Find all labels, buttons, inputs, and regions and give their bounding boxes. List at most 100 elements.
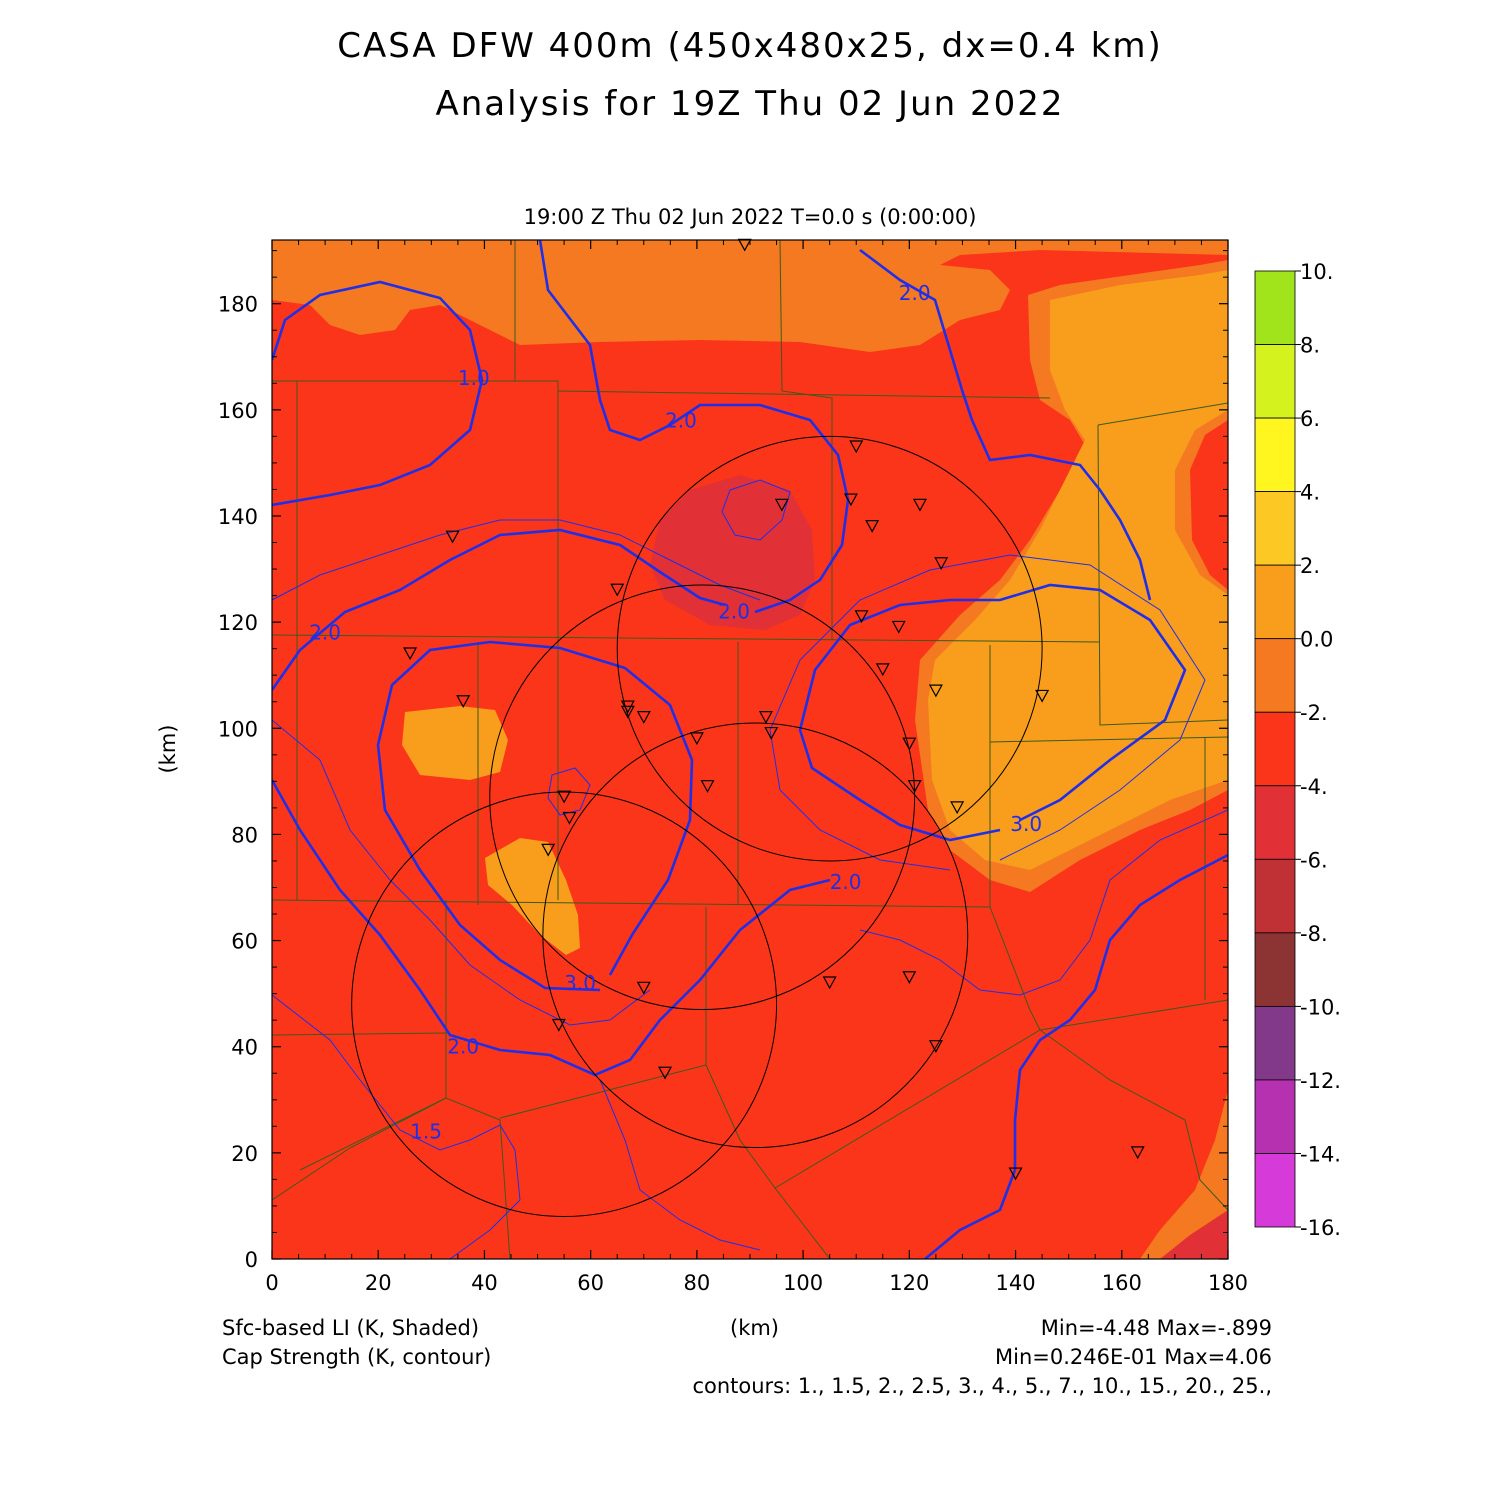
station-marker [737,238,752,252]
y-tick-label: 40 [231,1036,258,1060]
contour-label: 2.0 [309,621,341,645]
colorbar-label: -14. [1300,1142,1341,1166]
colorbar-label: -16. [1300,1216,1341,1240]
colorbar-swatch [1254,491,1296,566]
station-marker [928,684,943,698]
x-tick-label: 140 [996,1271,1036,1295]
colorbar-swatch [1254,711,1296,787]
contour-label: 2.0 [899,281,931,305]
colorbar-swatch [1254,1079,1296,1154]
contour-2.5-southwest [272,719,651,1026]
colorbar-swatch [1254,564,1296,640]
station-marker [403,647,418,661]
station-marker [774,498,789,512]
colorbar-swatch [1254,638,1296,713]
station-marker [1130,1146,1145,1160]
station-marker [934,557,949,570]
station-marker [658,1066,673,1080]
station-marker [950,801,965,815]
radar-ring-2 [489,584,916,1011]
station-marker [456,695,471,708]
y-tick-label: 180 [218,293,258,317]
contour-center-small-loop [547,767,591,816]
station-marker [849,440,864,454]
li-band-east-inner [928,270,1228,870]
contour-1.5-southeast [859,809,1228,996]
station-marker [902,737,917,751]
contour-1.0-south [599,1079,761,1251]
station-marker [907,780,922,793]
station-marker [928,1040,943,1053]
station-marker [541,843,556,857]
station-marker [445,530,460,544]
li-band-southeast [1140,1090,1228,1259]
station-markers [403,238,1145,1181]
contour-3.0-east [798,583,1187,842]
colorbar-swatch [1254,417,1296,493]
station-marker [891,620,906,634]
contour-1.0-north [272,280,484,507]
li-patch-southeast-dark [1160,1210,1228,1259]
colorbar-label: 6. [1300,407,1320,431]
colorbar-label: 2. [1300,554,1320,578]
station-marker [620,705,635,719]
colorbar-label: -8. [1300,922,1328,946]
cap-strength-contours [272,240,1228,1259]
colorbar-label: 10. [1300,260,1333,284]
y-axis-label: (km) [156,724,180,773]
colorbar-swatch [1254,344,1296,419]
contour-2.5-east [769,554,1206,871]
county-boundaries [272,240,1228,1259]
station-marker [700,780,715,793]
colorbar-label: 0.0 [1300,628,1333,652]
station-marker [865,519,880,533]
station-marker [610,583,625,597]
contour-label: 3.0 [1010,812,1042,836]
plot-time-label: 19:00 Z Thu 02 Jun 2022 T=0.0 s (0:00:00… [523,205,977,229]
station-marker [1008,1167,1023,1181]
contour-field-label: Cap Strength (K, contour) [222,1345,492,1369]
station-marker [562,811,577,825]
contour-levels: contours: 1., 1.5, 2., 2.5, 3., 4., 5., … [692,1374,1272,1398]
station-marker [636,711,651,724]
colorbar-label: -10. [1300,995,1341,1019]
contour-2.0-west [272,528,726,691]
station-marker [1035,689,1050,703]
x-tick-label: 60 [577,1271,604,1295]
station-marker [912,498,927,512]
colorbar-label: -12. [1300,1069,1341,1093]
station-marker [689,732,704,746]
station-marker [843,493,858,507]
contour-labels: 1.0 2.0 2.0 2.0 2.0 3.0 2.0 3.0 2.0 1.5 [309,281,1042,1144]
colorbar-swatch [1254,270,1296,345]
station-marker [764,726,779,740]
station-marker [822,976,837,990]
contour-label: 1.0 [458,366,490,390]
radar-ring-4 [351,791,778,1218]
x-axis: 0 20 40 60 80 100 120 140 160 180 [265,240,1248,1295]
colorbar-label: 8. [1300,334,1320,358]
station-marker [551,1018,566,1032]
li-patch-east-red [1190,420,1228,590]
y-tick-label: 0 [245,1248,258,1272]
contour-minmax: Min=0.246E-01 Max=4.06 [995,1345,1272,1369]
shading-minmax: Min=-4.48 Max=-.899 [1040,1316,1272,1340]
contour-2.5-west [272,519,761,601]
chart-subtitle: Analysis for 19Z Thu 02 Jun 2022 [435,84,1065,124]
contour-label: 2.0 [830,870,862,894]
radar-ring-1 [616,435,1043,862]
station-marker [636,981,651,995]
y-axis: 0 20 40 60 80 100 120 140 160 180 [218,250,1228,1272]
contour-north-small-loop [721,479,791,541]
x-tick-label: 120 [889,1271,929,1295]
contour-2.0-southwest [272,779,831,1077]
x-tick-label: 100 [783,1271,823,1295]
shaded-field [272,240,1228,1259]
colorbar-swatch [1254,1005,1296,1081]
radar-ring-3 [542,722,969,1149]
y-tick-label: 140 [218,505,258,529]
shading-field-label: Sfc-based LI (K, Shaded) [222,1316,480,1340]
colorbar: 10. 8. 6. 4. 2. 0.0 -2. -4. -6. -8. -10. -12. -14. -1… [1254,260,1341,1240]
colorbar-swatch [1254,1153,1296,1228]
y-tick-label: 100 [218,717,258,741]
